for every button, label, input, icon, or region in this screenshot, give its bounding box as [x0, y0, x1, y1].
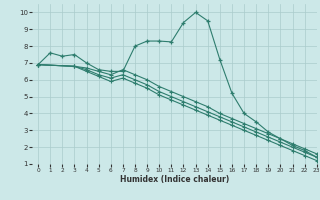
X-axis label: Humidex (Indice chaleur): Humidex (Indice chaleur): [120, 175, 229, 184]
